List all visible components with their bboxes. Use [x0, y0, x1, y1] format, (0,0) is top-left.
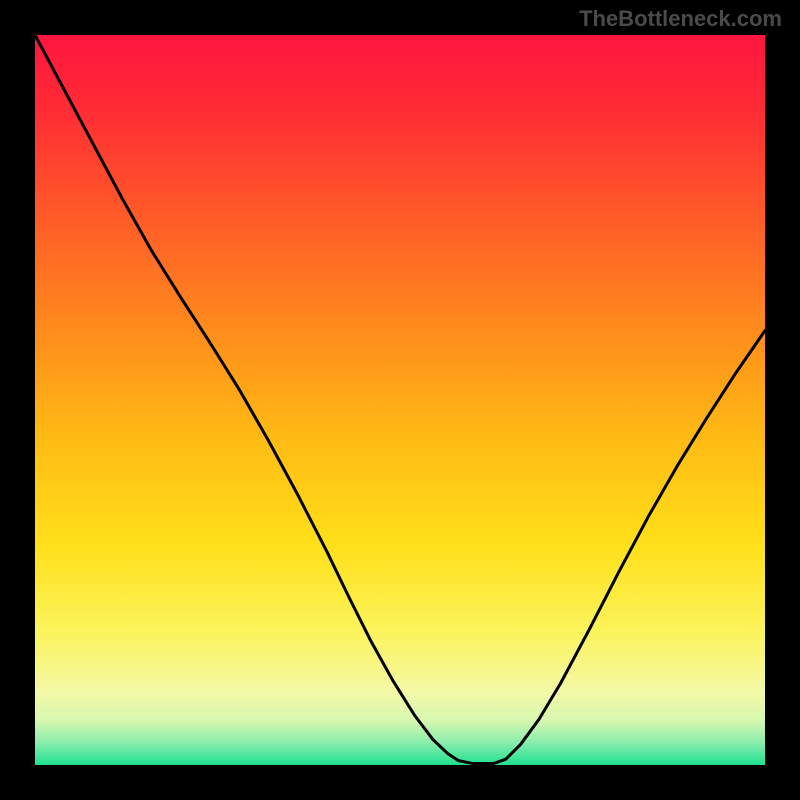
plot-area [33, 33, 767, 767]
chart-frame: TheBottleneck.com [0, 0, 800, 800]
bottleneck-curve [35, 35, 765, 765]
watermark-text: TheBottleneck.com [579, 6, 782, 32]
